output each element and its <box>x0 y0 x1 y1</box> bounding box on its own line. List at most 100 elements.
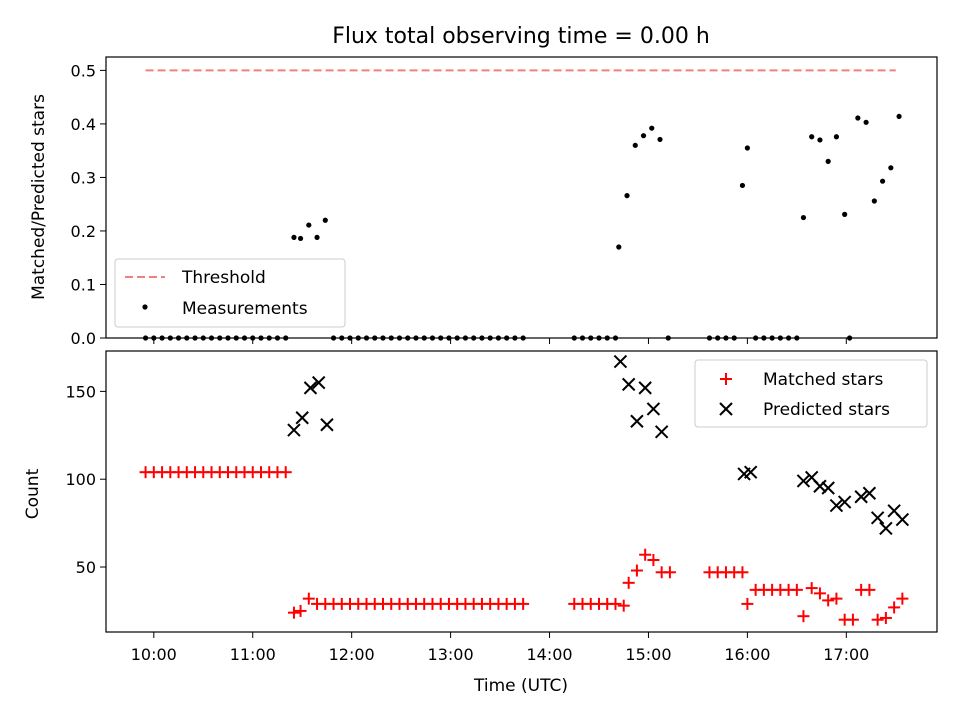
measurement-point <box>871 198 877 204</box>
matched-star-point <box>797 610 810 623</box>
bottom-y-tick-label: 100 <box>65 470 96 489</box>
matched-star-point <box>871 613 884 626</box>
bottom-legend-box <box>694 359 928 428</box>
matched-star-point <box>647 553 660 566</box>
top-y-tick-label: 0.5 <box>71 61 96 80</box>
measurement-point <box>800 214 807 221</box>
predicted-star-point <box>743 465 758 479</box>
legend-threshold-label: Threshold <box>181 268 266 288</box>
matched-star-point <box>822 594 835 607</box>
bottom-x-tick-label: 10:00 <box>131 645 177 664</box>
measurement-point <box>863 119 869 125</box>
predicted-star-point <box>796 474 811 488</box>
bottom-legend: Matched stars Predicted stars <box>694 359 928 428</box>
measurement-point <box>632 142 638 148</box>
predicted-star-point <box>895 512 910 527</box>
matched-star-point <box>879 611 892 624</box>
predicted-star-point <box>621 377 636 392</box>
predicted-star-point <box>879 521 893 536</box>
bottom-axes-frame <box>105 350 938 633</box>
measurement-point <box>825 158 831 164</box>
measurement-point <box>896 113 902 120</box>
predicted-star-point <box>320 418 334 432</box>
measurement-point <box>291 234 297 240</box>
matched-star-point <box>630 564 643 577</box>
predicted-star-point <box>821 481 835 495</box>
bottom-x-tick-label: 17:00 <box>823 645 869 664</box>
matched-star-point <box>517 597 530 610</box>
predicted-star-point <box>613 354 628 369</box>
matched-star-point <box>888 601 901 614</box>
top-y-axis-ticks: 0.0 0.1 0.2 0.3 0.4 0.5 <box>71 61 106 348</box>
predicted-star-point <box>654 425 669 439</box>
predicted-star-point <box>630 414 644 428</box>
bottom-x-tick-label: 13:00 <box>428 645 474 664</box>
legend-predicted-label: Predicted stars <box>763 400 890 420</box>
top-y-tick-label: 0.3 <box>71 168 96 187</box>
predicted-star-point <box>837 495 852 509</box>
measurement-point <box>739 182 746 189</box>
top-y-tick-label: 0.1 <box>71 275 96 294</box>
legend-matched-label: Matched stars <box>763 370 883 390</box>
x-axis-label: Time (UTC) <box>473 676 568 696</box>
measurement-point <box>297 235 304 242</box>
matched-star-point <box>896 592 909 605</box>
predicted-star-point <box>862 486 877 500</box>
legend-predicted-swatch <box>719 402 733 416</box>
predicted-star-point <box>870 511 885 525</box>
bottom-x-tick-label: 12:00 <box>329 645 375 664</box>
matched-star-point <box>741 597 754 610</box>
predicted-star-point <box>638 381 652 395</box>
top-y-tick-label: 0.2 <box>71 222 96 241</box>
measurement-point <box>888 165 894 171</box>
measurement-point <box>817 137 823 143</box>
matched-star-point <box>279 466 292 479</box>
matched-star-point <box>790 583 803 596</box>
matched-star-point <box>846 613 859 626</box>
measurement-point <box>649 125 655 131</box>
bottom-y-axis-label: Count <box>23 468 43 519</box>
bottom-x-tick-label: 15:00 <box>625 645 671 664</box>
measurement-point <box>322 217 328 223</box>
predicted-star-point <box>287 423 301 437</box>
bottom-y-tick-label: 150 <box>65 382 96 401</box>
measurement-point <box>624 193 630 199</box>
top-legend: Threshold Measurements <box>114 258 346 328</box>
top-legend-box <box>114 258 346 328</box>
bottom-x-tick-label: 11:00 <box>230 645 276 664</box>
bottom-y-axis-ticks: 50 100 150 <box>65 382 106 577</box>
matched-star-point <box>622 576 635 589</box>
measurement-point <box>842 211 848 217</box>
top-x-axis-ticks <box>153 338 847 344</box>
matched-star-point <box>830 592 843 605</box>
predicted-star-point <box>646 402 661 416</box>
measurement-point <box>640 133 647 139</box>
measurement-point <box>879 178 886 184</box>
measurement-point <box>657 136 663 143</box>
bottom-x-axis-ticks: 10:00 11:00 12:00 13:00 14:00 15:00 16:00 17:00 <box>131 632 869 664</box>
measurement-point <box>809 134 815 140</box>
top-y-axis-label: Matched/Predicted stars <box>29 94 49 300</box>
measurement-point <box>744 145 750 151</box>
matched-star-point <box>294 604 307 617</box>
top-y-tick-label: 0.0 <box>71 329 96 348</box>
legend-measurements-label: Measurements <box>182 299 308 319</box>
measurement-point <box>314 234 320 240</box>
matched-star-point <box>813 587 826 600</box>
matched-star-point <box>736 566 749 579</box>
bottom-y-tick-label: 50 <box>76 558 96 577</box>
matched-star-point <box>617 599 630 612</box>
matched-star-point <box>287 606 300 619</box>
legend-matched-swatch <box>720 373 732 385</box>
predicted-star-point <box>311 375 326 390</box>
matched-star-point <box>663 566 676 579</box>
top-panel: Flux total observing time = 0.00 h 0.00.… <box>29 24 938 348</box>
matched-star-point <box>805 582 818 595</box>
measurement-point <box>306 222 312 228</box>
measurement-point <box>833 134 840 140</box>
predicted-star-point <box>303 381 318 395</box>
predicted-star-point <box>829 498 844 513</box>
matched-star-point <box>609 597 622 610</box>
